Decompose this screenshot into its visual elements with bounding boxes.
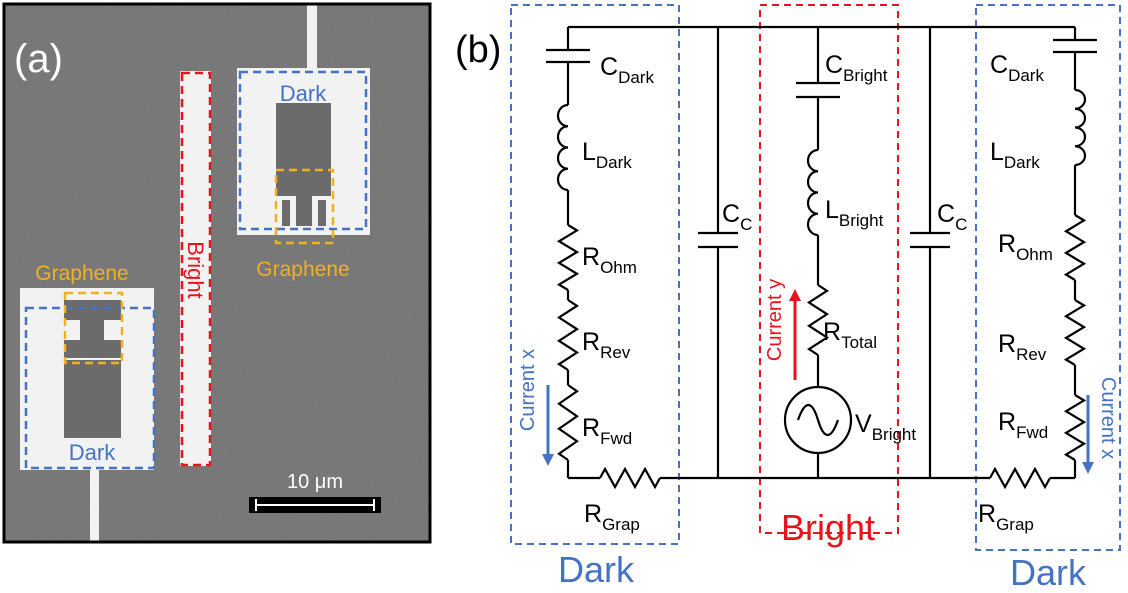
panel-label: (b): [455, 29, 501, 71]
resistor: [600, 469, 660, 487]
panel-a: (a) Dark Graphene Graphene Dark Bright 1…: [4, 4, 430, 542]
inductor: [1075, 90, 1085, 165]
resistor: [1066, 300, 1084, 365]
component-label: RFwd: [998, 408, 1048, 442]
component-subscript: Dark: [618, 68, 654, 87]
resistor: [559, 300, 577, 370]
feed-line: [90, 470, 99, 542]
resistor: [559, 225, 577, 290]
component-label: ROhm: [582, 243, 637, 277]
bright-label: Bright: [183, 241, 208, 298]
component-subscript: Grap: [602, 515, 640, 534]
component-symbol: C: [722, 200, 740, 228]
component-label: RRev: [582, 328, 631, 362]
resonator-gap: [64, 360, 121, 438]
resistor: [1066, 395, 1084, 460]
component-label: RGrap: [978, 500, 1034, 534]
component-symbol: C: [990, 51, 1008, 79]
component-label: LDark: [582, 138, 632, 172]
component-symbol: R: [998, 408, 1016, 436]
component-label: CBright: [825, 51, 888, 85]
component-symbol: L: [825, 196, 839, 224]
component-label: RRev: [998, 330, 1047, 364]
component-label: ROhm: [998, 230, 1053, 264]
component-subscript: Dark: [596, 153, 632, 172]
component-subscript: Grap: [996, 515, 1034, 534]
component-subscript: Bright: [843, 66, 888, 85]
ac-symbol: [798, 405, 838, 435]
resonator-gap: [276, 103, 331, 196]
component-symbol: V: [855, 410, 872, 438]
component-symbol: C: [600, 53, 618, 81]
graphene-label: Graphene: [256, 258, 349, 281]
component-subscript: Total: [841, 333, 877, 352]
component-symbol: R: [823, 318, 841, 346]
dark-label: Dark: [69, 440, 116, 465]
component-symbol: R: [998, 330, 1016, 358]
component-symbol: L: [582, 138, 596, 166]
component-subscript: C: [740, 215, 752, 234]
resistor: [1066, 215, 1084, 280]
component-label: VBright: [855, 410, 916, 444]
panel-b: (b) Dark Bright Dark Current x Current y…: [455, 5, 1120, 593]
component-symbol: C: [937, 200, 955, 228]
scale-bar-label: 10 μm: [287, 471, 343, 493]
region-label: Bright: [781, 507, 875, 548]
component-symbol: C: [825, 51, 843, 79]
resistor: [990, 469, 1050, 487]
component-subscript: Rev: [1016, 345, 1047, 364]
figure: (a) Dark Graphene Graphene Dark Bright 1…: [0, 0, 1128, 593]
component-symbol: R: [582, 414, 600, 442]
panel-label: (a): [14, 37, 63, 81]
component-subscript: Fwd: [600, 429, 632, 448]
component-subscript: Dark: [1008, 66, 1044, 85]
component-symbol: L: [990, 138, 1004, 166]
component-symbol: R: [584, 500, 602, 528]
component-symbol: R: [998, 230, 1016, 258]
dark-region: [976, 5, 1120, 550]
component-subscript: Bright: [839, 211, 884, 230]
component-subscript: Ohm: [600, 258, 637, 277]
component-label: LDark: [990, 138, 1040, 172]
component-subscript: Dark: [1004, 153, 1040, 172]
component-label: CDark: [990, 51, 1044, 85]
inductor: [808, 150, 818, 235]
component-label: RGrap: [584, 500, 640, 534]
component-symbol: R: [978, 500, 996, 528]
component-label: CDark: [600, 53, 654, 87]
component-subscript: Rev: [600, 343, 631, 362]
component-subscript: C: [955, 215, 967, 234]
graphene-label: Graphene: [35, 262, 128, 285]
current-label: Current y: [764, 279, 786, 361]
dark-label: Dark: [280, 81, 327, 106]
resistor: [559, 385, 577, 460]
component-label: LBright: [825, 196, 884, 230]
region-label: Dark: [1010, 552, 1087, 593]
component-label: RTotal: [823, 318, 877, 352]
current-label: Current x: [1097, 377, 1119, 459]
inductor: [558, 105, 568, 190]
component-symbol: R: [582, 243, 600, 271]
component-subscript: Bright: [872, 425, 917, 444]
current-label: Current x: [517, 349, 539, 431]
component-label: RFwd: [582, 414, 632, 448]
component-symbol: R: [582, 328, 600, 356]
component-label: CC: [722, 200, 752, 234]
component-subscript: Fwd: [1016, 423, 1048, 442]
feed-line: [307, 4, 317, 70]
region-label: Dark: [558, 549, 635, 590]
component-label: CC: [937, 200, 967, 234]
component-subscript: Ohm: [1016, 245, 1053, 264]
